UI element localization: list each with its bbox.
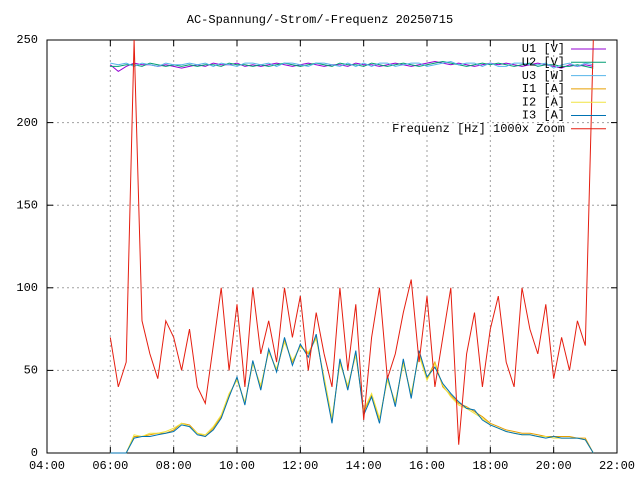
y-tick-label: 200 xyxy=(16,116,38,130)
x-tick-label: 22:00 xyxy=(599,459,635,473)
y-tick-label: 0 xyxy=(31,446,38,460)
legend-label: I3 [A] xyxy=(522,109,565,123)
x-tick-label: 12:00 xyxy=(282,459,318,473)
series-line xyxy=(110,333,594,454)
x-tick-label: 08:00 xyxy=(156,459,192,473)
plot-border xyxy=(46,39,618,454)
legend-label: I1 [A] xyxy=(522,82,565,96)
legend-label: Frequenz [Hz] 1000x Zoom xyxy=(392,122,565,136)
series-line xyxy=(110,60,594,69)
y-tick-label: 100 xyxy=(16,281,38,295)
x-tick-label: 04:00 xyxy=(29,459,65,473)
chart-title: AC-Spannung/-Strom/-Frequenz 20250715 xyxy=(187,13,453,27)
y-tick-label: 150 xyxy=(16,198,38,212)
series-line xyxy=(109,39,594,445)
x-tick-label: 10:00 xyxy=(219,459,255,473)
legend-label: U1 [V] xyxy=(522,42,565,56)
x-tick-label: 20:00 xyxy=(536,459,572,473)
x-tick-label: 18:00 xyxy=(472,459,508,473)
y-tick-label: 250 xyxy=(16,33,38,47)
legend-label: U2 [V] xyxy=(522,55,565,69)
legend-label: U3 [W] xyxy=(522,69,565,83)
x-tick-label: 06:00 xyxy=(92,459,128,473)
x-tick-label: 14:00 xyxy=(346,459,382,473)
x-tick-label: 16:00 xyxy=(409,459,445,473)
legend-label: I2 [A] xyxy=(522,95,565,109)
y-tick-label: 50 xyxy=(24,364,38,378)
